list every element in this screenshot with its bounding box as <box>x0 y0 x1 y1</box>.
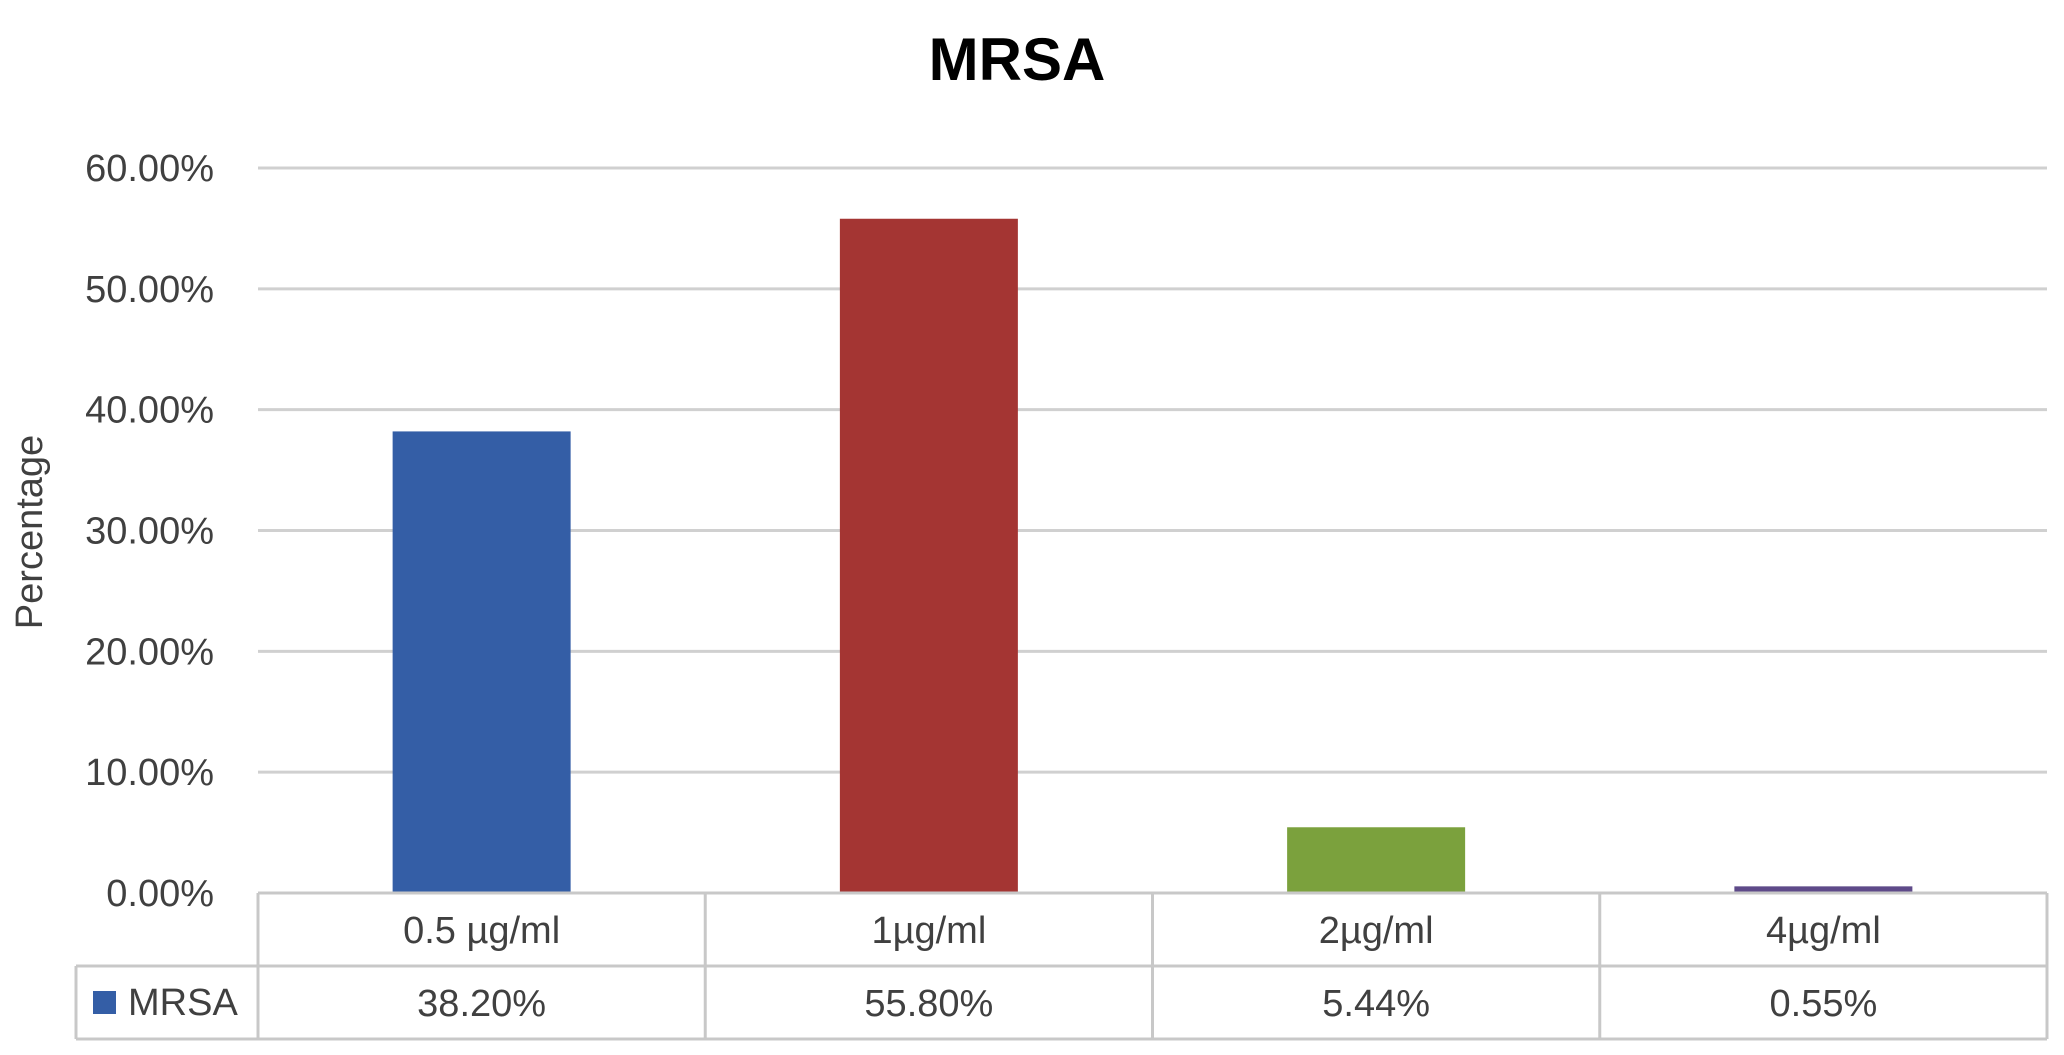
bar <box>839 218 1018 893</box>
data-table: 0.5 µg/ml 1µg/ml 2µg/ml 4µg/ml MRSA 38.20% 55.… <box>74 891 2049 1041</box>
y-tick-label: 30.00% <box>85 511 214 553</box>
y-tick-label: 60.00% <box>85 148 214 190</box>
legend-swatch <box>93 991 116 1014</box>
x-category-label: 2µg/ml <box>1319 910 1434 952</box>
y-tick-label: 40.00% <box>85 390 214 432</box>
data-table-value: 38.20% <box>417 983 546 1025</box>
bar <box>1287 827 1466 893</box>
data-table-value: 0.55% <box>1770 983 1878 1025</box>
x-category-label: 4µg/ml <box>1766 910 1881 952</box>
x-category-label: 0.5 µg/ml <box>403 910 560 952</box>
chart-title: MRSA <box>929 26 1106 93</box>
y-axis-title: Percentage <box>9 435 51 629</box>
y-axis-ticks: 0.00% 10.00% 20.00% 30.00% 40.00% 50.00% 60.00… <box>85 148 214 915</box>
bars <box>392 218 1913 893</box>
data-table-value: 5.44% <box>1322 983 1430 1025</box>
y-tick-label: 0.00% <box>106 873 214 915</box>
x-category-label: 1µg/ml <box>871 910 986 952</box>
bar <box>392 431 571 893</box>
y-tick-label: 50.00% <box>85 269 214 311</box>
bar <box>1734 886 1913 893</box>
y-tick-label: 20.00% <box>85 631 214 673</box>
legend-label: MRSA <box>128 982 238 1024</box>
data-table-value: 55.80% <box>864 983 993 1025</box>
y-tick-label: 10.00% <box>85 752 214 794</box>
